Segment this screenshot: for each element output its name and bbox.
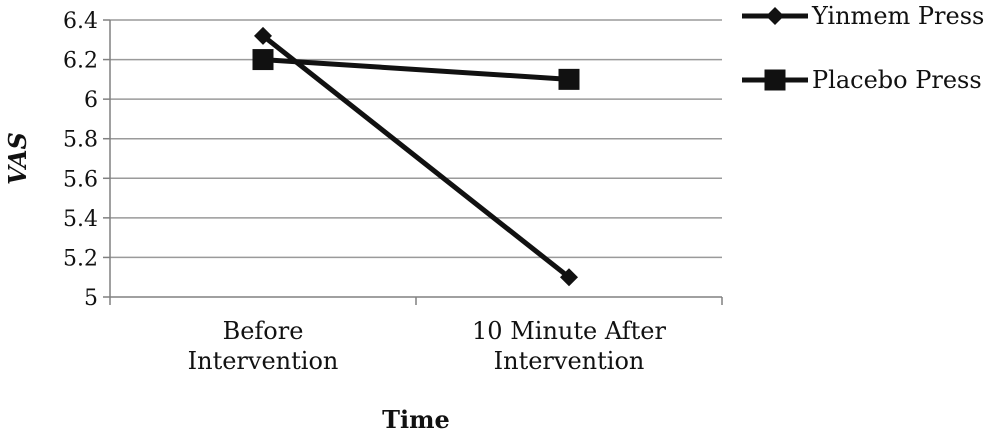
y-tick-label: 6 xyxy=(84,88,98,113)
data-point xyxy=(558,68,580,90)
legend-marker xyxy=(766,7,784,25)
y-tick-label: 5 xyxy=(84,286,98,311)
y-tick-label: 5.8 xyxy=(63,128,98,153)
x-tick-label: Before Intervention xyxy=(188,317,339,375)
y-tick-label: 6.4 xyxy=(63,9,98,34)
y-tick-label: 5.6 xyxy=(63,167,98,192)
data-point xyxy=(254,26,272,45)
y-tick-label: 5.4 xyxy=(63,207,98,232)
x-tick-label: 10 Minute After Intervention xyxy=(472,317,666,375)
data-point xyxy=(252,49,274,71)
legend-label: Placebo Press xyxy=(812,66,982,94)
y-tick-label: 5.2 xyxy=(63,246,98,271)
series-line xyxy=(261,33,571,280)
y-tick-label: 6.2 xyxy=(63,49,98,74)
data-point xyxy=(560,268,578,287)
legend-label: Yinmem Press xyxy=(811,2,984,30)
series-line xyxy=(262,57,570,82)
y-axis-title: VAS xyxy=(3,132,32,185)
legend-marker xyxy=(764,69,786,91)
x-axis-title: Time xyxy=(382,405,450,434)
